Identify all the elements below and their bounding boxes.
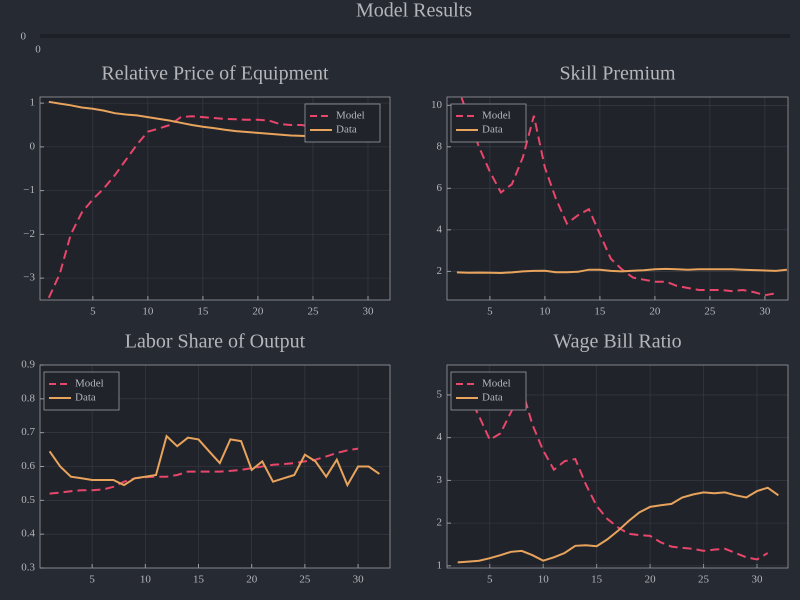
chart-title: Wage Bill Ratio xyxy=(553,331,681,353)
x-tick-label: 20 xyxy=(645,574,657,586)
y-tick-label: 8 xyxy=(437,140,443,152)
y-tick-label: 0.9 xyxy=(21,359,35,371)
x-tick-label: 30 xyxy=(362,306,374,318)
legend-label: Data xyxy=(75,392,96,404)
series-line xyxy=(49,447,359,495)
legend-label: Model xyxy=(75,378,104,390)
series-line xyxy=(456,381,769,561)
x-tick-label: 20 xyxy=(252,306,264,318)
y-tick-label: 0.4 xyxy=(21,528,35,540)
figure-title: Model Results xyxy=(356,0,472,22)
y-tick-label: −1 xyxy=(23,184,35,196)
y-tick-label: 0 xyxy=(30,140,36,152)
y-tick-label: −2 xyxy=(23,228,35,240)
y-tick-label: 0 xyxy=(21,31,27,43)
x-tick-label: 10 xyxy=(140,574,152,586)
legend-box xyxy=(43,371,120,411)
legend-label: Data xyxy=(336,124,357,136)
y-tick-label: 6 xyxy=(437,182,443,194)
legend-box xyxy=(304,103,381,143)
y-tick-label: 1 xyxy=(437,559,443,571)
legend-label: Model xyxy=(482,110,511,122)
x-tick-label: 15 xyxy=(193,574,205,586)
x-tick-label: 15 xyxy=(197,306,209,318)
x-tick-label: 15 xyxy=(591,574,603,586)
x-tick-label: 15 xyxy=(594,306,606,318)
y-tick-label: 0.5 xyxy=(21,494,35,506)
y-tick-label: 10 xyxy=(431,99,443,111)
x-tick-label: 0 xyxy=(35,44,41,56)
x-tick-label: 30 xyxy=(752,574,764,586)
series-line xyxy=(457,486,779,564)
legend-box xyxy=(450,103,527,143)
y-tick-label: −3 xyxy=(23,272,35,284)
x-tick-label: 25 xyxy=(307,306,319,318)
y-tick-label: 2 xyxy=(437,265,443,277)
y-tick-label: 3 xyxy=(437,474,443,486)
series-line xyxy=(48,434,380,488)
x-tick-label: 30 xyxy=(353,574,365,586)
legend-label: Data xyxy=(482,392,503,404)
x-tick-label: 25 xyxy=(299,574,311,586)
header-axis xyxy=(40,34,790,38)
x-tick-label: 20 xyxy=(649,306,661,318)
series-line xyxy=(456,267,788,275)
y-tick-label: 4 xyxy=(437,223,443,235)
y-tick-label: 0.7 xyxy=(21,426,35,438)
x-tick-label: 30 xyxy=(759,306,771,318)
plot-frame xyxy=(446,96,789,301)
legend-label: Model xyxy=(336,110,365,122)
legend-label: Model xyxy=(482,378,511,390)
y-tick-label: 0.8 xyxy=(21,392,35,404)
chart-title: Relative Price of Equipment xyxy=(101,63,329,85)
plot-frame xyxy=(39,364,391,569)
y-tick-label: 1 xyxy=(30,97,36,109)
chart-title: Skill Premium xyxy=(559,63,676,85)
x-tick-label: 5 xyxy=(487,306,493,318)
x-tick-label: 5 xyxy=(90,306,96,318)
chart-title: Labor Share of Output xyxy=(125,331,306,353)
x-tick-label: 5 xyxy=(487,574,493,586)
legend-label: Data xyxy=(482,124,503,136)
y-tick-label: 0.3 xyxy=(21,562,35,574)
x-tick-label: 5 xyxy=(89,574,95,586)
series-line xyxy=(460,97,777,297)
plot-frame xyxy=(446,364,789,569)
x-tick-label: 10 xyxy=(539,306,551,318)
plot-frame xyxy=(39,96,391,301)
y-tick-label: 0.6 xyxy=(21,460,35,472)
x-tick-label: 25 xyxy=(698,574,710,586)
x-tick-label: 10 xyxy=(538,574,550,586)
legend-box xyxy=(450,371,527,411)
series-line xyxy=(47,115,379,299)
x-tick-label: 20 xyxy=(246,574,258,586)
y-tick-label: 5 xyxy=(437,388,443,400)
x-tick-label: 25 xyxy=(704,306,716,318)
y-tick-label: 2 xyxy=(437,517,443,529)
x-tick-label: 10 xyxy=(142,306,154,318)
y-tick-label: 4 xyxy=(437,431,443,443)
